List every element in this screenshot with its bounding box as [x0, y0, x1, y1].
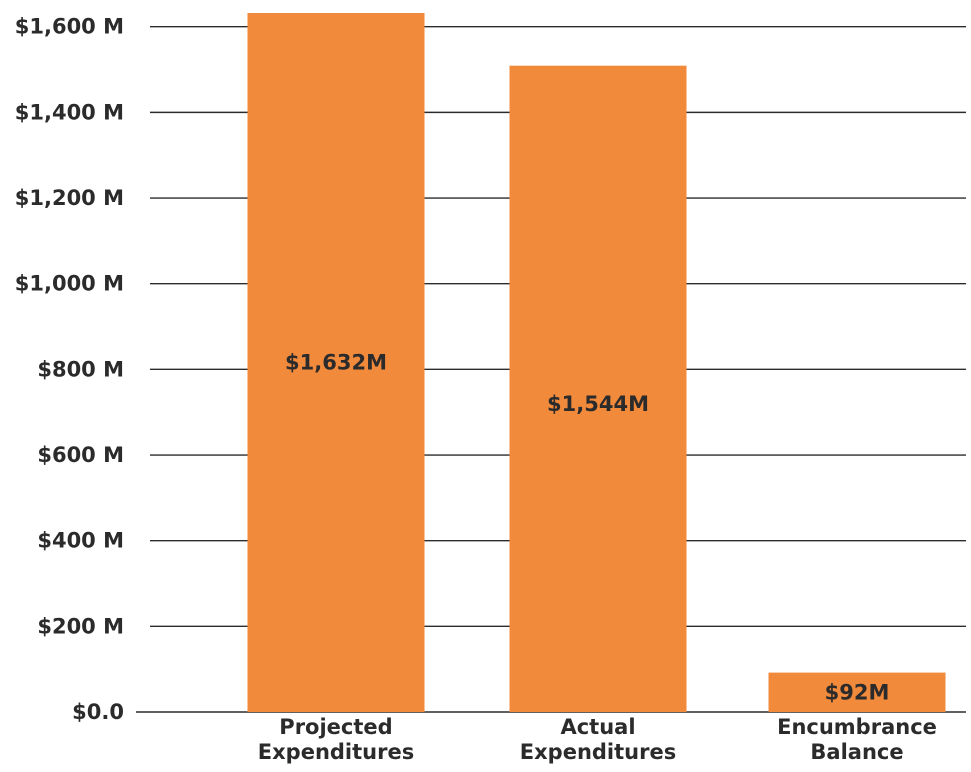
x-category-label: Balance: [810, 740, 903, 764]
bar: [768, 672, 946, 712]
y-tick-label: $800 M: [37, 357, 124, 381]
x-category-label: Expenditures: [258, 740, 414, 764]
x-category-label: Expenditures: [520, 740, 676, 764]
y-tick-label: $600 M: [37, 443, 124, 467]
y-axis-tick-labels: $0.0 $200 M $400 M $600 M $800 M $1,000 M $1,2…: [15, 15, 124, 724]
x-category-label: Projected: [279, 715, 392, 739]
x-axis-category-labels: ProjectedExpendituresActualExpendituresE…: [258, 715, 937, 764]
bar: [247, 13, 425, 712]
y-tick-label: $1,200 M: [15, 186, 124, 210]
y-tick-label: $1,400 M: [15, 100, 124, 124]
y-tick-label: $0.0: [72, 700, 124, 724]
y-tick-label: $200 M: [37, 614, 124, 638]
x-category-label: Actual: [560, 715, 635, 739]
data-labels: $1,632M $1,544M $92M: [285, 351, 889, 705]
data-label: $1,632M: [285, 351, 387, 375]
x-category-label: Encumbrance: [777, 715, 937, 739]
data-label: $92M: [825, 680, 890, 704]
bars: [247, 13, 946, 712]
y-tick-label: $1,600 M: [15, 15, 124, 39]
data-label: $1,544M: [547, 392, 649, 416]
bar: [509, 65, 687, 712]
y-tick-label: $1,000 M: [15, 272, 124, 296]
y-tick-label: $400 M: [37, 529, 124, 553]
